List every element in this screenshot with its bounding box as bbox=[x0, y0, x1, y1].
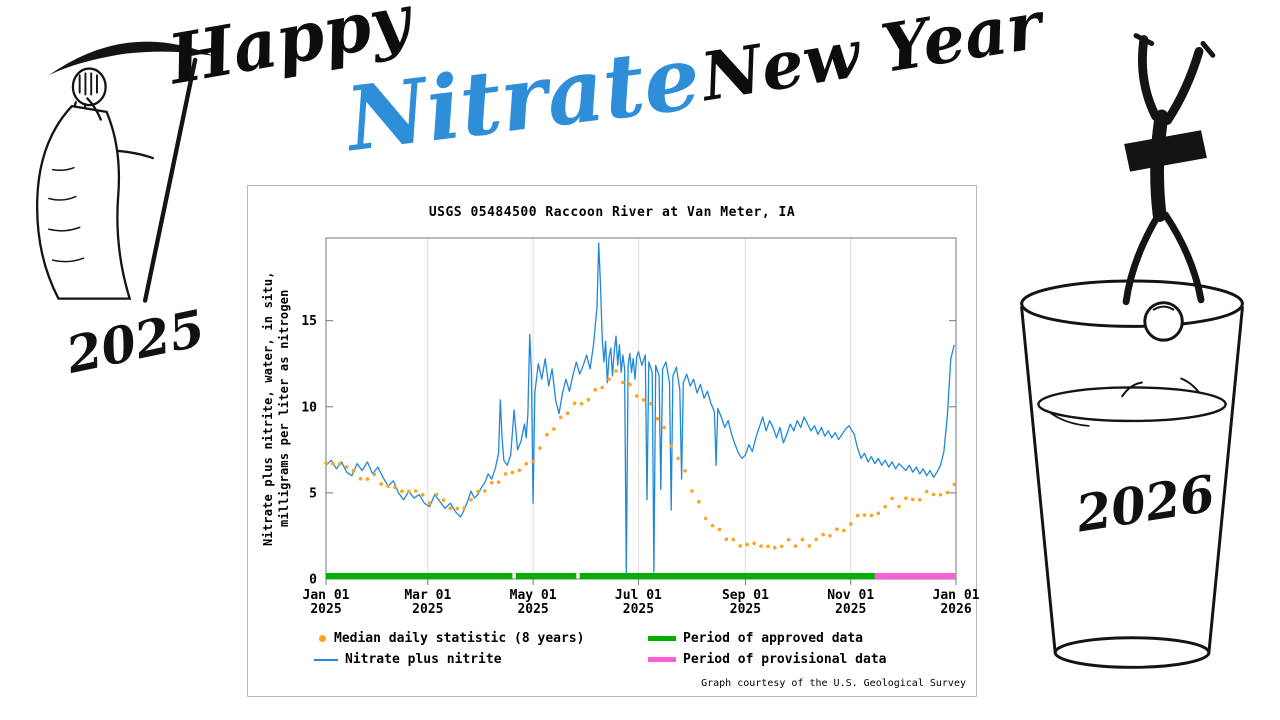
baby-left-leg bbox=[1137, 35, 1161, 121]
hand-over-face bbox=[78, 72, 98, 96]
baby-hair bbox=[1152, 305, 1175, 311]
splash-lines bbox=[1121, 377, 1201, 398]
baby-right-arm bbox=[1162, 211, 1205, 304]
nitrate-line-swatch-icon bbox=[314, 658, 338, 661]
baby-right-leg bbox=[1163, 46, 1204, 125]
arm-to-face bbox=[86, 97, 102, 121]
svg-text:5: 5 bbox=[309, 486, 317, 501]
cloak-body bbox=[36, 104, 132, 300]
legend-median-label: Median daily statistic (8 years) bbox=[334, 631, 585, 646]
baby-left-arm bbox=[1122, 209, 1164, 306]
svg-text:2025: 2025 bbox=[517, 602, 548, 617]
usgs-chart-panel: USGS 05484500 Raccoon River at Van Meter… bbox=[247, 185, 980, 697]
usgs-credit-text: Graph courtesy of the U.S. Geological Su… bbox=[701, 678, 966, 689]
svg-text:Mar 01: Mar 01 bbox=[404, 588, 451, 603]
month-gridlines bbox=[427, 238, 852, 579]
glass-bottom bbox=[1053, 636, 1211, 669]
legend-item-approved: Period of approved data bbox=[648, 631, 863, 646]
glass-side-right bbox=[1207, 306, 1244, 655]
svg-text:Jul 01: Jul 01 bbox=[615, 588, 662, 603]
legend-row-2: Nitrate plus nitrite Period of provision… bbox=[314, 652, 887, 667]
banner-word-new-year: New Year bbox=[696, 0, 1048, 117]
legend-item-provisional: Period of provisional data bbox=[648, 652, 887, 667]
median-dot-series bbox=[324, 369, 957, 550]
water-surface bbox=[1037, 386, 1227, 423]
svg-text:10: 10 bbox=[301, 400, 317, 415]
svg-text:2025: 2025 bbox=[835, 602, 866, 617]
approved-period-swatch-icon bbox=[648, 636, 676, 641]
scythe-blade-icon bbox=[48, 41, 215, 76]
provisional-period-swatch-icon bbox=[648, 657, 676, 662]
father-time-illustration bbox=[36, 41, 215, 303]
legend-item-median: Median daily statistic (8 years) bbox=[314, 631, 648, 646]
svg-text:2025: 2025 bbox=[412, 602, 443, 617]
baby-head bbox=[1143, 301, 1184, 342]
svg-text:2025: 2025 bbox=[730, 602, 761, 617]
legend-approved-label: Period of approved data bbox=[683, 631, 864, 646]
baby-sash bbox=[1124, 130, 1207, 172]
svg-text:Sep 01: Sep 01 bbox=[722, 588, 769, 603]
new-year-baby-glass-illustration bbox=[1020, 33, 1244, 669]
svg-text:2026: 2026 bbox=[940, 602, 971, 617]
svg-text:Jan 01: Jan 01 bbox=[303, 588, 350, 603]
glass-side-left bbox=[1020, 306, 1057, 655]
legend-provisional-label: Period of provisional data bbox=[683, 652, 887, 667]
chart-title: USGS 05484500 Raccoon River at Van Meter… bbox=[428, 205, 796, 220]
svg-text:Jan 01: Jan 01 bbox=[933, 588, 980, 603]
baby-right-foot bbox=[1200, 41, 1216, 58]
svg-text:2025: 2025 bbox=[623, 602, 654, 617]
svg-text:May 01: May 01 bbox=[510, 588, 557, 603]
scythe-handle-icon bbox=[142, 57, 198, 303]
cloak-hatching bbox=[48, 166, 85, 263]
svg-text:Nov 01: Nov 01 bbox=[827, 588, 874, 603]
nitrate-line-series bbox=[325, 242, 955, 575]
svg-text:2025: 2025 bbox=[310, 602, 341, 617]
svg-text:15: 15 bbox=[301, 314, 317, 329]
plot-border bbox=[325, 237, 957, 580]
water-highlight bbox=[1048, 411, 1090, 427]
legend-nitrate-label: Nitrate plus nitrite bbox=[345, 652, 502, 667]
legend-item-nitrate: Nitrate plus nitrite bbox=[314, 652, 648, 667]
legend-row-1: Median daily statistic (8 years) Period … bbox=[314, 631, 863, 646]
svg-text:0: 0 bbox=[309, 573, 317, 588]
median-dot-swatch-icon bbox=[319, 635, 326, 642]
baby-left-foot bbox=[1133, 33, 1155, 46]
